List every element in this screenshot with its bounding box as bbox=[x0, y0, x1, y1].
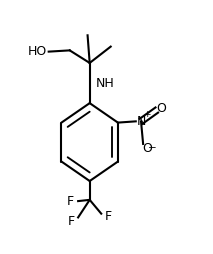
Text: O: O bbox=[157, 102, 166, 115]
Text: HO: HO bbox=[27, 45, 47, 58]
Text: +: + bbox=[143, 110, 151, 119]
Text: NH: NH bbox=[96, 76, 114, 90]
Text: F: F bbox=[68, 215, 75, 228]
Text: F: F bbox=[104, 210, 112, 223]
Text: F: F bbox=[67, 195, 74, 208]
Text: O: O bbox=[142, 142, 152, 155]
Text: −: − bbox=[148, 143, 156, 153]
Text: N: N bbox=[136, 115, 146, 128]
